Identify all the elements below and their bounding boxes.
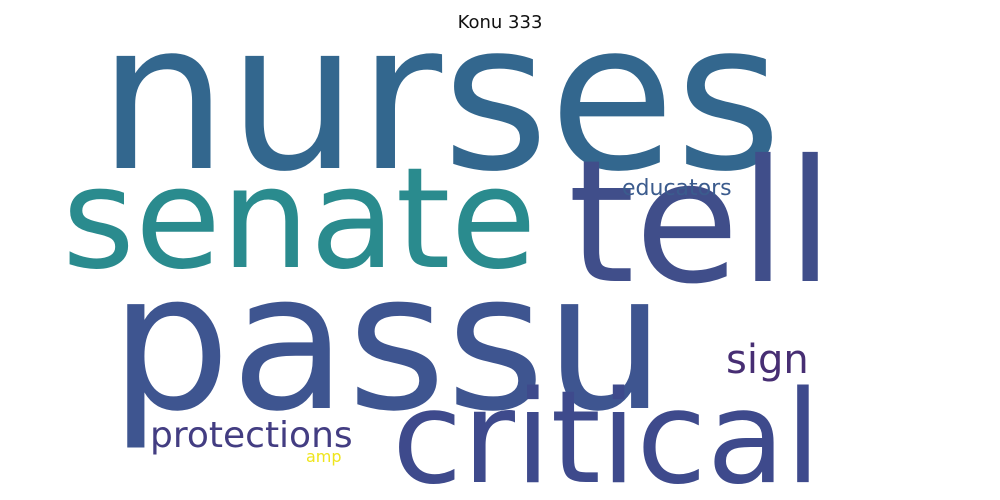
word-sign: sign [726, 337, 809, 383]
word-nurses: nurses [98, 0, 782, 217]
word-critical: critical [392, 364, 821, 500]
word-protections: protections [150, 415, 353, 456]
word-educators: educators [622, 176, 732, 201]
chart-title: Konu 333 [457, 12, 543, 33]
word-tell: tell [568, 124, 834, 322]
word-senate: senate [62, 138, 537, 301]
word-passu: passu [110, 232, 666, 453]
word-amp: amp [306, 447, 342, 466]
